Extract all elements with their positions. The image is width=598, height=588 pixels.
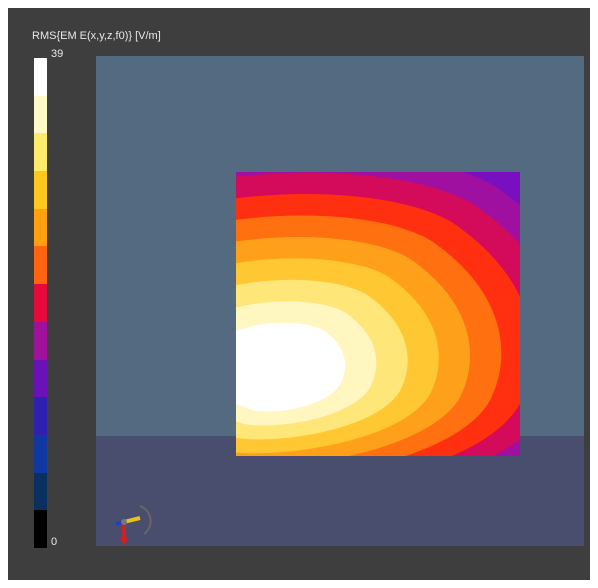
colorbar-swatch [34, 171, 47, 209]
field-plane[interactable] [236, 172, 520, 456]
colorbar-swatch [34, 208, 47, 247]
colorbar-swatch [34, 284, 47, 322]
colorbar-swatch [34, 359, 47, 398]
scene[interactable] [96, 56, 584, 546]
field-contours [236, 172, 520, 456]
colorbar-swatch [34, 246, 47, 285]
colorbar-swatch [34, 58, 47, 96]
colorbar-swatch [34, 133, 47, 172]
colorbar-max-label: 39 [51, 48, 64, 60]
colorbar-swatch [34, 434, 47, 473]
axis-triad-icon[interactable] [110, 504, 156, 550]
colorbar-swatch [34, 510, 47, 548]
colorbar-swatch [34, 397, 47, 435]
colorbar-swatch [34, 95, 47, 134]
colorbar-min-label: 0 [51, 536, 58, 548]
colorbar [34, 58, 47, 548]
colorbar-title: RMS{EM E(x,y,z,f0)} [V/m] [32, 30, 161, 42]
3d-viewport[interactable]: RMS{EM E(x,y,z,f0)} [V/m] 39 0 [8, 8, 590, 580]
contour-band [236, 322, 346, 412]
colorbar-swatch [34, 472, 47, 511]
colorbar-swatch [34, 321, 47, 360]
